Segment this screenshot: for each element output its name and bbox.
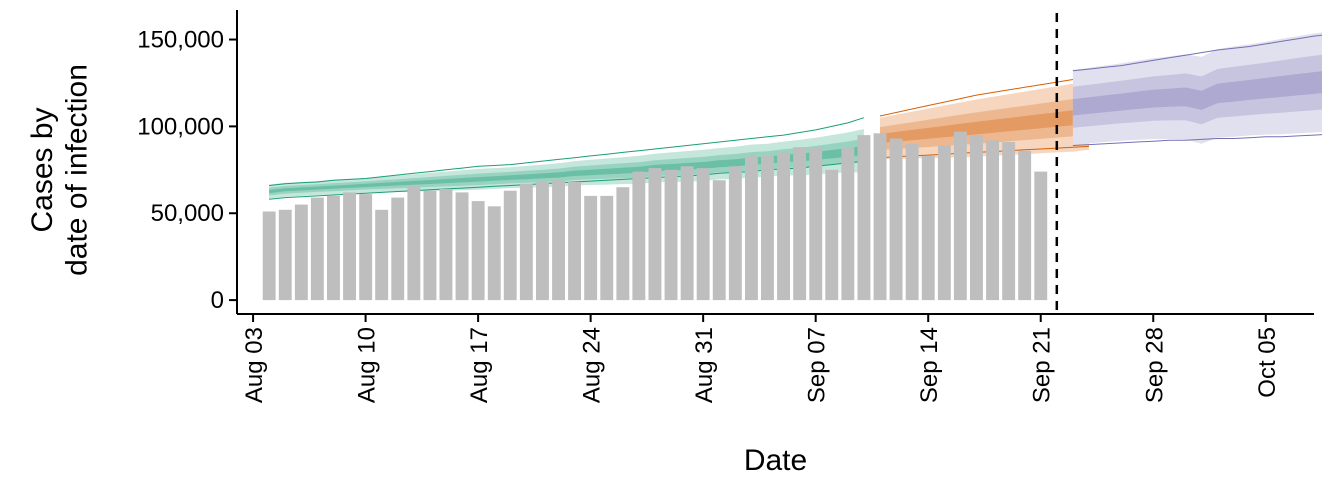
bar-2 [294, 204, 308, 301]
y-axis-title-line-0: Cases by [26, 107, 59, 232]
y-axis-title: Cases bydate of infection [26, 64, 94, 276]
x-tick-label-8: Sep 28 [1141, 327, 1168, 403]
band-0-upper-line [269, 117, 865, 186]
bar-26 [680, 166, 694, 301]
bar-33 [793, 147, 807, 301]
bar-14 [487, 206, 501, 301]
x-tick-label-0: Aug 03 [241, 327, 268, 403]
bar-42 [937, 145, 951, 301]
bar-6 [359, 194, 373, 301]
band-1-inner [880, 106, 1089, 144]
bar-32 [777, 152, 790, 301]
bar-19 [568, 182, 581, 301]
y-tick-label-1: 50,000 [151, 200, 224, 227]
bar-1 [278, 209, 292, 301]
y-axis-title-line-1: date of infection [61, 64, 94, 276]
x-axis-title: Date [744, 444, 807, 477]
bar-0 [262, 211, 276, 301]
bar-34 [809, 147, 823, 301]
bar-12 [455, 192, 469, 301]
bar-30 [745, 155, 758, 301]
bar-37 [857, 135, 871, 301]
y-tick-label-0: 0 [211, 287, 224, 314]
bar-18 [552, 180, 565, 301]
bar-3 [310, 197, 324, 301]
y-tick-label-3: 150,000 [137, 27, 224, 54]
bar-5 [343, 192, 356, 301]
bar-20 [584, 195, 598, 301]
x-tick-label-9: Oct 05 [1254, 327, 1281, 398]
x-tick-label-7: Sep 21 [1029, 327, 1056, 403]
bar-8 [391, 197, 405, 301]
bar-25 [664, 169, 678, 301]
x-tick-label-5: Sep 07 [804, 327, 831, 403]
bar-36 [841, 147, 855, 301]
bands-layer [269, 32, 1322, 200]
bar-17 [536, 182, 549, 301]
bar-35 [825, 169, 839, 301]
band-2-inner [1072, 71, 1322, 116]
band-2-lower-line [1072, 134, 1322, 146]
bar-23 [632, 171, 646, 301]
x-tick-label-6: Sep 14 [916, 327, 943, 403]
bar-38 [873, 133, 887, 301]
axes-layer [229, 10, 1314, 322]
x-tick-label-2: Aug 17 [466, 327, 493, 403]
bar-44 [970, 135, 983, 301]
bar-29 [728, 166, 742, 301]
y-tick-label-2: 100,000 [137, 113, 224, 140]
bar-46 [1002, 142, 1016, 301]
bar-4 [327, 195, 340, 301]
bar-48 [1034, 171, 1048, 301]
bar-45 [986, 140, 999, 301]
bar-9 [407, 185, 421, 301]
bar-10 [423, 190, 437, 301]
x-tick-label-1: Aug 10 [354, 327, 381, 403]
bar-40 [905, 143, 919, 301]
bar-16 [519, 183, 533, 301]
bar-27 [696, 168, 710, 301]
bar-43 [953, 131, 967, 301]
bar-11 [439, 188, 453, 301]
bar-15 [503, 190, 517, 301]
bar-41 [921, 155, 935, 301]
x-tick-label-3: Aug 24 [579, 327, 606, 403]
bar-21 [600, 195, 614, 301]
band-2-upper-line [1072, 34, 1322, 72]
bar-31 [761, 155, 774, 301]
bar-24 [648, 168, 662, 301]
bars-layer [262, 131, 1048, 301]
bar-22 [616, 187, 630, 301]
x-tick-label-4: Aug 31 [691, 327, 718, 403]
bar-47 [1018, 150, 1032, 301]
band-0-inner [269, 145, 864, 194]
bar-13 [471, 201, 485, 301]
band-1-upper-line [879, 74, 1090, 117]
bar-7 [375, 209, 389, 301]
bar-39 [889, 138, 903, 301]
bar-28 [712, 180, 726, 301]
labels-layer: 0 50,000 100,000 150,000 Aug 03 Aug 10 Aug 17 A… [26, 27, 1281, 477]
